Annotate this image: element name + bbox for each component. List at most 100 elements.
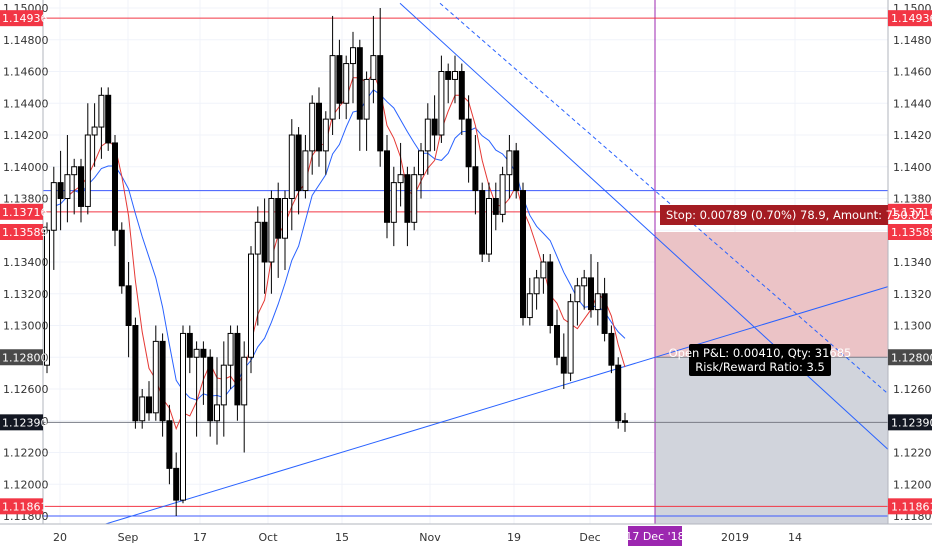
left-price-label: 1.11861 (2, 500, 48, 513)
candle-body (438, 71, 445, 136)
candle-body (567, 301, 574, 374)
candle-body (302, 150, 309, 192)
price-axis[interactable]: 1.118001.120001.122001.124001.126001.128… (887, 0, 932, 524)
slow-moving-average (53, 89, 626, 401)
candle-body (159, 340, 166, 422)
time-axis[interactable]: 20 Sep 17 Oct 15 Nov 19 Dec 2019 14 (0, 523, 932, 550)
risk-reward-text: Risk/Reward Ratio: 3.5 (695, 360, 825, 374)
left-price-label: 1.12800 (2, 351, 48, 364)
candle-body (112, 142, 118, 231)
left-price-label: 1.13589 (2, 226, 48, 239)
time-tick-label: Sep (118, 531, 139, 544)
loss-zone (655, 231, 888, 358)
right-price-label: 1.11861 (891, 500, 932, 513)
price-tick-label: 1.14600 (893, 66, 932, 79)
candle-body (193, 348, 200, 358)
candle-body (506, 150, 513, 176)
candle-body (84, 134, 91, 207)
candle-body (465, 118, 472, 168)
candle-body (44, 229, 50, 366)
left-price-tick-label: 1.13200 (3, 288, 49, 301)
candle-body (105, 94, 112, 144)
candle-body (118, 229, 125, 287)
right-price-label: 1.12390 (891, 416, 932, 429)
candle-body (78, 166, 84, 207)
rising-trendline (89, 286, 889, 530)
candle-body (227, 332, 234, 366)
candle-body (180, 332, 186, 501)
candle-body (581, 277, 588, 287)
candle-body (608, 332, 615, 366)
candle-body (479, 190, 486, 255)
candle-body (220, 364, 227, 406)
candle-body (492, 198, 499, 215)
candle-body (554, 325, 560, 358)
candle-body (458, 71, 465, 120)
left-price-tick-label: 1.13000 (3, 320, 49, 333)
candle-body (384, 150, 390, 223)
left-price-axis[interactable]: 1.118001.120001.122001.124001.126001.128… (3, 0, 49, 524)
stop-annotation-box (660, 205, 888, 225)
stop-annotation[interactable]: Stop: 0.00789 (0.70%) 78.9, Amount: 750.… (660, 205, 926, 225)
candle-body (214, 404, 220, 422)
candle-body (622, 420, 628, 423)
candle-body (207, 356, 214, 422)
candle-body (254, 221, 261, 255)
candle-body (98, 94, 105, 128)
price-tick-label: 1.13400 (893, 256, 932, 269)
candle-body (547, 261, 554, 326)
candle-body (370, 55, 377, 80)
candle-body (71, 166, 78, 176)
overlay-labels[interactable]: 1.14936 1.14936 1.13716 1.13716 1.13589 1.135… (0, 10, 932, 546)
price-tick-label: 1.14800 (893, 34, 932, 47)
candle-body (234, 332, 241, 406)
candle-body (452, 71, 458, 80)
time-tick-label: 20 (53, 531, 67, 544)
right-price-label: 1.12800 (891, 351, 932, 364)
candle-body (350, 47, 356, 65)
pnl-annotation-text: Open P&L: 0.00410, Qty: 31685 (669, 346, 852, 360)
position-zones (654, 0, 888, 524)
candle-body (411, 174, 418, 223)
candle-body (295, 134, 302, 192)
candle-body (540, 261, 547, 279)
time-tick-label: Dec (579, 531, 600, 544)
candle-body (560, 356, 567, 374)
candle-body (418, 150, 424, 176)
candle-body (390, 182, 397, 223)
candle-body (520, 190, 526, 319)
candle-body (316, 102, 322, 152)
candle-body (424, 118, 431, 152)
left-price-tick-label: 1.14200 (3, 129, 49, 142)
price-tick-label: 1.12600 (893, 383, 932, 396)
left-price-label: 1.12390 (2, 416, 48, 429)
left-price-tick-label: 1.14800 (3, 34, 49, 47)
candle-body (139, 396, 146, 422)
time-tick-label: 19 (507, 531, 521, 544)
candle-body (615, 364, 622, 422)
left-price-tick-label: 1.13400 (3, 256, 49, 269)
candle-body (261, 221, 268, 263)
left-price-label-box (0, 10, 43, 27)
candle-body (146, 396, 152, 414)
time-tick-label: Oct (258, 531, 278, 544)
candle-body (377, 55, 384, 152)
candle-body (499, 174, 506, 215)
time-axis-background (0, 524, 932, 550)
pnl-annotation[interactable]: Open P&L: 0.00410, Qty: 31685 Risk/Rewar… (669, 344, 852, 376)
candle-body (574, 285, 581, 303)
candle-body (513, 150, 520, 192)
candle-body (166, 420, 173, 469)
candle-body (200, 348, 207, 358)
price-tick-label: 1.14400 (893, 97, 932, 110)
left-price-label-box (0, 498, 43, 515)
candle-body (601, 293, 608, 334)
left-price-label: 1.14936 (2, 12, 48, 25)
right-price-label-box (888, 10, 932, 27)
price-tick-label: 1.13000 (893, 320, 932, 333)
right-price-label-box (888, 203, 932, 220)
date-label-box (628, 526, 682, 546)
candle-body (173, 467, 180, 501)
left-price-tick-label: 1.13800 (3, 193, 49, 206)
